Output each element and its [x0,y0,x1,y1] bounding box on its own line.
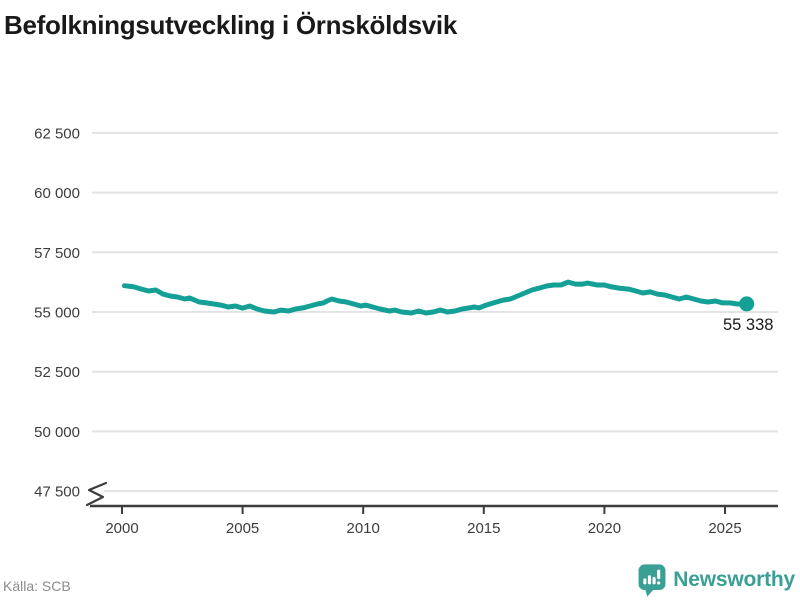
page-title: Befolkningsutveckling i Örnsköldsvik [4,10,457,40]
x-axis-label: 2025 [708,520,741,537]
y-axis-label: 57 500 [34,245,80,262]
newsworthy-brand: Newsworthy [638,562,795,598]
x-axis-label: 2015 [467,520,500,537]
x-axis-label: 2000 [105,520,138,537]
y-axis-label: 52 500 [34,364,80,381]
x-axis-label: 2005 [226,520,259,537]
y-axis-label: 62 500 [34,125,80,142]
newsworthy-wordmark: Newsworthy [673,568,795,591]
y-axis-label: 55 000 [34,305,80,322]
y-axis-label: 47 500 [34,484,80,501]
newsworthy-logo-icon [638,563,666,597]
y-axis-break-icon [85,481,108,507]
source-credit: Källa: SCB [3,578,71,594]
end-value-label: 55 338 [723,316,773,334]
end-point-marker [739,296,755,312]
y-axis-label: 50 000 [34,424,80,441]
x-axis-label: 2020 [588,520,621,537]
x-axis-label: 2010 [347,520,380,537]
y-axis-label: 60 000 [34,185,80,202]
population-series-line [121,279,750,316]
